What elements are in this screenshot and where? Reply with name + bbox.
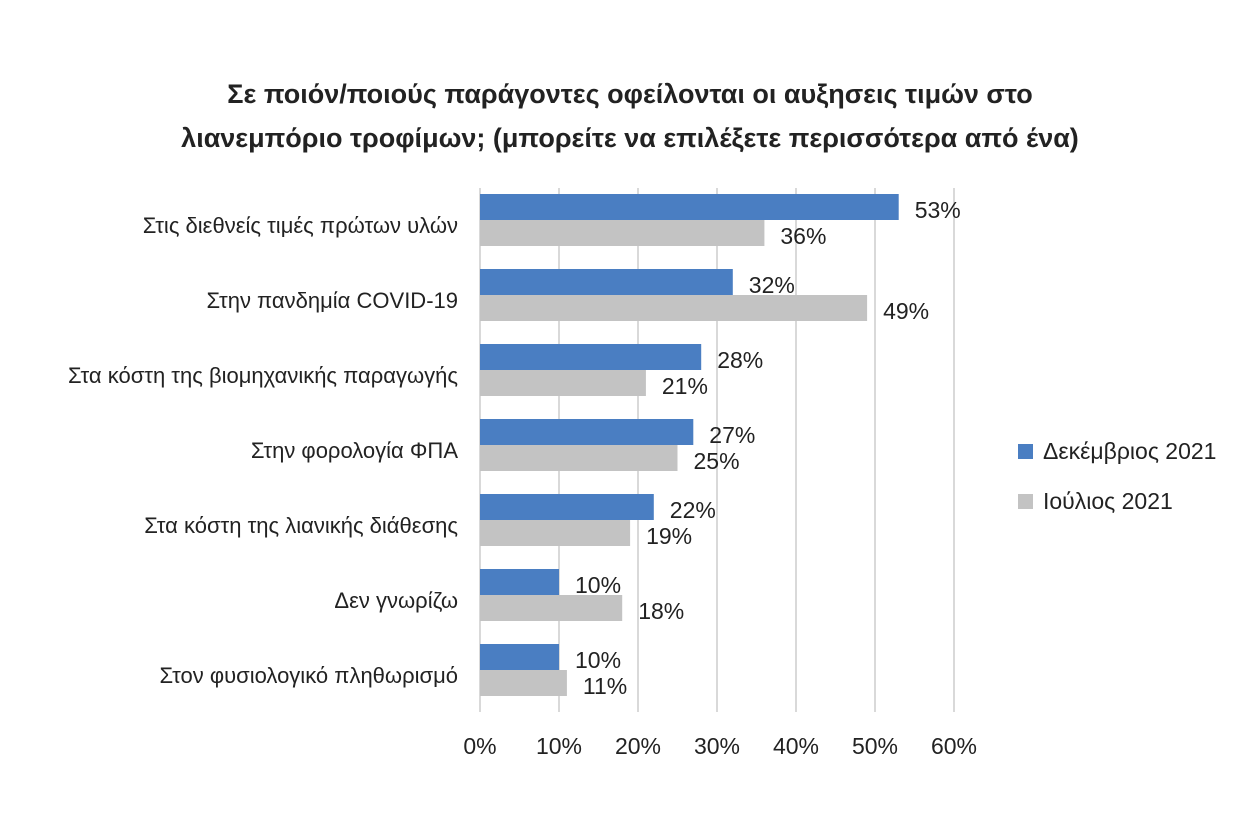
data-label-dec: 27% bbox=[709, 422, 755, 448]
legend-label-dec: Δεκέμβριος 2021 bbox=[1043, 437, 1217, 464]
x-tick-label: 10% bbox=[536, 733, 582, 759]
x-tick-label: 40% bbox=[773, 733, 819, 759]
legend-label-jul: Ιούλιος 2021 bbox=[1043, 487, 1173, 514]
x-tick-label: 60% bbox=[931, 733, 977, 759]
bar-jul bbox=[480, 220, 765, 246]
chart-title: Σε ποιόν/ποιούς παράγοντες οφείλονται οι… bbox=[0, 72, 1260, 160]
bar-jul bbox=[480, 295, 868, 321]
category-label: Στον φυσιολογικό πληθωρισμό bbox=[160, 663, 458, 688]
legend: Δεκέμβριος 2021 Ιούλιος 2021 bbox=[1018, 426, 1216, 526]
bar-dec bbox=[480, 494, 654, 520]
category-label: Στα κόστη της βιομηχανικής παραγωγής bbox=[68, 363, 458, 388]
category-label: Στην φορολογία ΦΠΑ bbox=[251, 438, 458, 463]
x-tick-label: 0% bbox=[463, 733, 496, 759]
bar-jul bbox=[480, 520, 631, 546]
data-label-jul: 19% bbox=[646, 523, 692, 549]
data-label-jul: 11% bbox=[583, 673, 627, 699]
data-label-dec: 53% bbox=[915, 197, 961, 223]
bar-jul bbox=[480, 445, 678, 471]
chart-title-line-2: λιανεμπόριο τροφίμων; (μπορείτε να επιλέ… bbox=[181, 123, 1079, 153]
bar-dec bbox=[480, 569, 559, 595]
data-label-jul: 36% bbox=[780, 223, 826, 249]
data-label-dec: 28% bbox=[717, 347, 763, 373]
x-tick-label: 50% bbox=[852, 733, 898, 759]
data-label-dec: 22% bbox=[670, 497, 716, 523]
data-label-dec: 10% bbox=[575, 647, 621, 673]
category-label: Στα κόστη της λιανικής διάθεσης bbox=[144, 513, 458, 538]
legend-item-jul: Ιούλιος 2021 bbox=[1018, 476, 1216, 526]
data-label-jul: 25% bbox=[694, 448, 740, 474]
category-label: Στις διεθνείς τιμές πρώτων υλών bbox=[143, 213, 458, 238]
category-label: Δεν γνωρίζω bbox=[334, 588, 458, 613]
legend-item-dec: Δεκέμβριος 2021 bbox=[1018, 426, 1216, 476]
bar-dec bbox=[480, 419, 694, 445]
x-tick-label: 20% bbox=[615, 733, 661, 759]
bar-dec bbox=[480, 344, 702, 370]
data-label-jul: 18% bbox=[638, 598, 684, 624]
category-label: Στην πανδημία COVID-19 bbox=[206, 288, 458, 313]
bar-jul bbox=[480, 670, 567, 696]
bar-jul bbox=[480, 370, 646, 396]
bar-dec bbox=[480, 269, 733, 295]
bar-jul bbox=[480, 595, 623, 621]
data-label-jul: 21% bbox=[662, 373, 708, 399]
data-label-dec: 32% bbox=[749, 272, 795, 298]
bar-dec bbox=[480, 644, 559, 670]
legend-swatch-dec bbox=[1018, 443, 1033, 459]
legend-swatch-jul bbox=[1018, 493, 1033, 509]
data-label-dec: 10% bbox=[575, 572, 621, 598]
chart-title-line-1: Σε ποιόν/ποιούς παράγοντες οφείλονται οι… bbox=[227, 79, 1033, 109]
x-tick-label: 30% bbox=[694, 733, 740, 759]
bar-dec bbox=[480, 194, 899, 220]
data-label-jul: 49% bbox=[883, 298, 929, 324]
